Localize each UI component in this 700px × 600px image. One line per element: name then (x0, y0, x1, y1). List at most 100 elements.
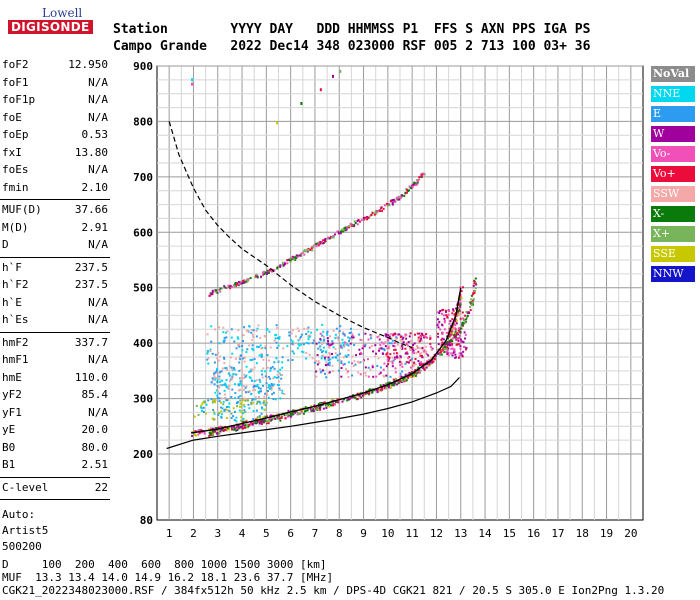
o-trace-echo (458, 301, 461, 304)
spread-echo (243, 388, 246, 391)
param-row: foF2 12.950 (2, 58, 108, 75)
spread-echo (273, 339, 276, 342)
spread-echo (276, 373, 279, 376)
spread-echo (264, 345, 267, 348)
x-trace-echo (254, 421, 257, 424)
x-trace-echo (361, 394, 364, 397)
sparse-echo (319, 88, 322, 92)
second-hop-echo (295, 254, 298, 257)
spread-echo (344, 354, 347, 357)
spread-echo (245, 365, 248, 368)
spread-echo (413, 352, 415, 355)
spread-echo (206, 358, 209, 361)
param-value: N/A (88, 405, 108, 419)
spread-echo (279, 389, 281, 391)
spread-echo (273, 361, 276, 364)
param-value: N/A (88, 295, 108, 309)
second-hop-echo (290, 256, 293, 259)
spread-echo (342, 344, 345, 347)
spread-echo (232, 373, 235, 375)
second-hop-echo (286, 262, 289, 265)
second-hop-echo (301, 252, 304, 255)
x-trace-echo (367, 392, 370, 395)
spread-echo (297, 343, 300, 346)
legend-item-x: X- (651, 206, 695, 222)
o-trace-echo (405, 379, 408, 382)
x-trace-echo (274, 417, 277, 420)
spread-echo (441, 331, 444, 334)
second-hop-echo (418, 178, 420, 181)
spread-echo (359, 353, 361, 356)
spread-echo (292, 343, 295, 346)
x-trace-echo (263, 419, 266, 422)
x-trace-echo (309, 407, 312, 410)
spread-echo (223, 409, 226, 412)
x-trace-echo (275, 417, 278, 420)
spread-echo (227, 387, 230, 390)
param-value: N/A (88, 313, 108, 326)
param-label: foE (2, 110, 22, 124)
spread-echo (230, 396, 233, 399)
param-row: B0 80.0 (2, 441, 108, 458)
spread-echo (404, 333, 407, 336)
spread-echo (429, 342, 432, 345)
spread-echo (319, 339, 322, 342)
second-hop-echo (313, 244, 316, 247)
spread-echo (395, 336, 398, 339)
spread-echo (259, 344, 262, 347)
spread-echo (239, 402, 242, 405)
spread-echo (358, 333, 361, 336)
spread-echo (400, 339, 403, 342)
spread-echo (255, 335, 258, 338)
spread-echo (318, 341, 321, 344)
spread-echo (417, 360, 420, 362)
spread-echo (465, 347, 468, 349)
second-hop-echo (391, 199, 394, 202)
second-hop-echo (319, 242, 322, 245)
param-value: N/A (88, 110, 108, 124)
o-trace-echo (337, 401, 340, 404)
spread-echo (351, 362, 353, 365)
second-hop-echo (373, 213, 376, 216)
second-hop-echo (401, 195, 404, 198)
spread-echo (260, 369, 263, 372)
x-trace-echo (466, 314, 469, 317)
second-hop-echo (323, 239, 326, 241)
o-trace-echo (413, 372, 416, 375)
o-trace-echo (289, 413, 292, 415)
spread-echo (274, 337, 277, 340)
spread-echo (342, 331, 345, 334)
spread-echo (358, 361, 361, 364)
spread-echo (223, 362, 226, 364)
spread-echo (372, 350, 375, 353)
spread-echo (233, 419, 236, 422)
spread-echo (222, 400, 225, 403)
legend-item-vo: Vo+ (651, 166, 695, 182)
x-trace-echo (438, 353, 441, 356)
spread-echo (252, 401, 255, 404)
spread-echo (262, 416, 265, 419)
spread-echo (420, 337, 423, 340)
spread-echo (423, 334, 426, 337)
param-label: hmF1 (2, 353, 29, 366)
y-tick-label: 200 (133, 448, 153, 461)
spread-echo (234, 383, 236, 386)
second-hop-echo (238, 282, 241, 285)
spread-echo (217, 412, 220, 415)
spread-echo (237, 337, 240, 340)
x-trace-echo (457, 333, 460, 336)
o-trace-echo (244, 424, 247, 427)
x-trace-echo (392, 378, 395, 381)
spread-echo (240, 377, 242, 380)
spread-echo (429, 345, 432, 348)
x-trace-echo (319, 408, 322, 411)
spread-echo (416, 332, 419, 335)
spread-echo (452, 308, 455, 311)
second-hop-echo (256, 275, 259, 278)
o-trace-echo (422, 367, 425, 370)
spread-echo (332, 346, 335, 349)
spread-echo (267, 375, 270, 378)
grid (156, 65, 644, 521)
param-row: yF1 N/A (2, 406, 108, 423)
spread-echo (437, 311, 440, 314)
